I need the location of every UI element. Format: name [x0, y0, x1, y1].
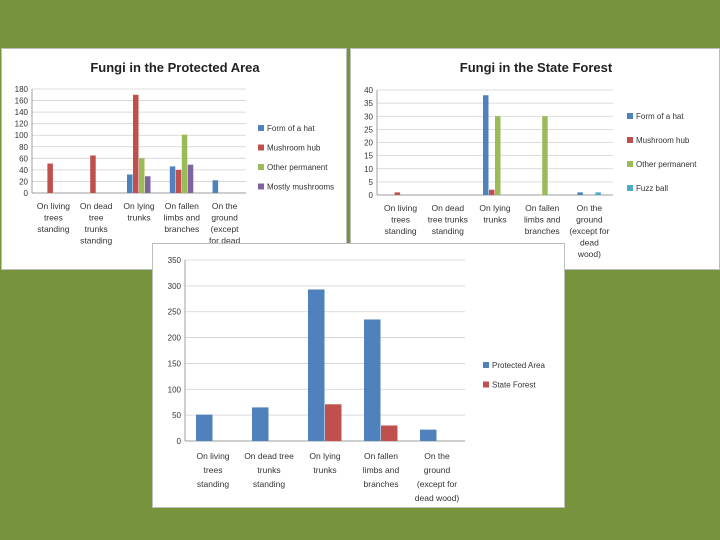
y-tick-label: 60	[19, 154, 28, 163]
legend-swatch	[627, 161, 633, 167]
x-category-label: On dead tree trunks standing	[244, 451, 294, 489]
bar-form-of-a-hat	[212, 180, 219, 193]
bar-form-of-a-hat	[127, 174, 133, 193]
legend-swatch	[258, 125, 264, 131]
bar-protected-area	[196, 414, 213, 441]
chart-state-forest-svg: Fungi in the State Forest 0 5 10 15 20 25 30 35 4…	[364, 60, 697, 259]
x-category-label: On living trees standing	[196, 451, 229, 489]
y-tick-label: 40	[19, 166, 28, 175]
bar-protected-area	[308, 289, 325, 441]
bar-state-forest	[325, 404, 342, 441]
y-tick-label: 250	[168, 308, 182, 317]
legend-entry: Mostly mushrooms	[267, 183, 334, 192]
legend-swatch	[483, 381, 489, 388]
legend-swatch	[258, 183, 264, 190]
y-tick-label: 300	[168, 282, 182, 291]
x-category-label: On fallen limbs and branches	[363, 451, 400, 489]
bar-mushroom-hub	[90, 155, 96, 193]
bar-mushroom-hub	[47, 163, 53, 193]
y-tick-label: 100	[15, 131, 29, 140]
x-category-label: On the ground (except for dead wood)	[415, 451, 460, 503]
bar-mushroom-hub	[489, 189, 495, 195]
chart-title: Fungi in the Protected Area	[90, 60, 260, 75]
bar-mushroom-hub	[175, 169, 182, 193]
x-category-label: On lying trunks	[479, 203, 510, 225]
y-tick-label: 350	[168, 256, 182, 265]
chart-comparison: 0 50 100 150 200 250 300 350 On living trees stand…	[152, 243, 565, 508]
x-category-label: On lying trunks	[123, 201, 154, 223]
bar-protected-area	[252, 407, 269, 441]
legend-entry: Other permanent	[636, 160, 697, 169]
y-tick-label: 80	[19, 143, 28, 152]
bar-form-of-a-hat	[483, 95, 489, 195]
legend-entry: Mushroom hub	[636, 136, 690, 145]
legend-swatch	[258, 144, 264, 151]
bar-state-forest	[381, 425, 398, 441]
y-tick-label: 160	[15, 97, 29, 106]
y-tick-label: 10	[364, 165, 373, 174]
chart-title: Fungi in the State Forest	[460, 60, 613, 75]
y-tick-label: 20	[364, 139, 373, 148]
x-category-label: On dead tree trunks standing	[80, 201, 113, 246]
chart-state-forest: Fungi in the State Forest 0 5 10 15 20 25 30 35 4…	[350, 48, 720, 270]
y-tick-label: 0	[369, 191, 374, 200]
legend-entry: Protected Area	[492, 361, 545, 370]
legend-swatch	[627, 137, 633, 143]
bar-mushroom-hub	[133, 94, 139, 193]
y-tick-label: 30	[364, 112, 373, 121]
bar-other-permanent	[139, 158, 145, 193]
legend-swatch	[627, 185, 633, 191]
top-banner	[0, 0, 720, 46]
y-tick-label: 25	[364, 125, 373, 134]
chart-comparison-svg: 0 50 100 150 200 250 300 350 On living trees stand…	[168, 256, 546, 503]
x-category-label: On the ground (except for dead wood)	[569, 203, 609, 259]
y-tick-label: 120	[15, 120, 29, 129]
legend-swatch	[627, 113, 633, 119]
bar-other-permanent	[495, 116, 501, 195]
bar-protected-area	[420, 429, 437, 441]
y-tick-label: 35	[364, 99, 373, 108]
y-tick-label: 200	[168, 334, 182, 343]
x-category-label: On dead tree trunks standing	[428, 203, 468, 236]
x-category-label: On fallen limbs and branches	[164, 201, 201, 234]
bar-mostly-mushrooms	[187, 164, 194, 193]
y-tick-label: 15	[364, 152, 373, 161]
bar-other-permanent	[181, 134, 188, 193]
x-category-label: On the ground (except for dead	[209, 201, 240, 246]
y-tick-label: 150	[168, 359, 182, 368]
chart-protected-area: Fungi in the Protected Area 0 20 40 60 80 100 1…	[1, 48, 347, 270]
legend-entry: Mushroom hub	[267, 144, 321, 153]
y-tick-label: 140	[15, 108, 29, 117]
legend-entry: Form of a hat	[267, 124, 315, 133]
y-tick-label: 40	[364, 86, 373, 95]
legend-entry: Other permanent	[267, 163, 328, 172]
y-tick-label: 180	[15, 85, 29, 94]
chart-protected-area-svg: Fungi in the Protected Area 0 20 40 60 80 100 1…	[15, 60, 334, 246]
legend-entry: Form of a hat	[636, 112, 684, 121]
legend-swatch	[483, 362, 489, 368]
bar-form-of-a-hat	[577, 192, 583, 195]
bar-other-permanent	[542, 116, 548, 195]
legend-entry: State Forest	[492, 381, 536, 390]
x-category-label: On fallen limbs and branches	[524, 203, 561, 236]
x-category-label: On living trees standing	[384, 203, 417, 236]
y-tick-label: 0	[177, 437, 182, 446]
y-tick-label: 20	[19, 177, 28, 186]
y-tick-label: 100	[168, 385, 182, 394]
x-category-label: On living trees standing	[37, 201, 70, 234]
x-category-label: On lying trunks	[309, 451, 340, 475]
legend-swatch	[258, 164, 264, 170]
bar-mushroom-hub	[394, 192, 401, 195]
bar-form-of-a-hat	[169, 166, 176, 193]
y-tick-label: 0	[24, 189, 29, 198]
bar-protected-area	[364, 319, 381, 441]
bar-fuzz-ball	[595, 192, 601, 195]
y-tick-label: 50	[172, 411, 181, 420]
legend-entry: Fuzz ball	[636, 184, 668, 193]
y-tick-label: 5	[369, 178, 374, 187]
bar-mostly-mushrooms	[145, 176, 151, 193]
